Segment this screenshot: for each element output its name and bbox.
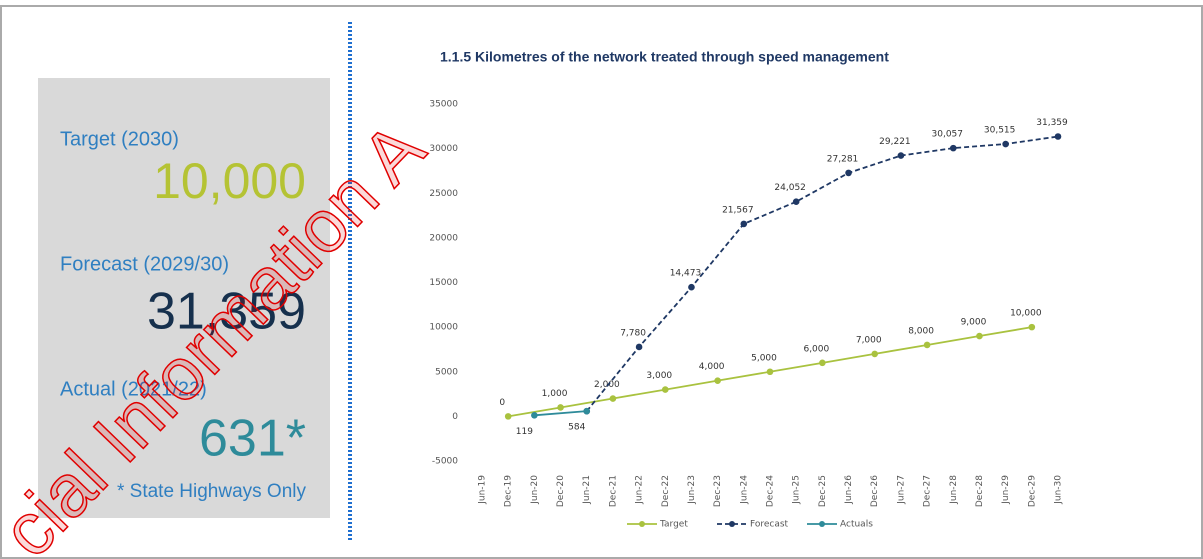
forecast-label: Forecast (2029/30): [60, 253, 229, 275]
note: * State Highways Only: [117, 481, 307, 502]
x-tick-label: Jun-23: [687, 475, 697, 505]
x-tick-label: Dec-24: [766, 475, 776, 507]
point: [1028, 323, 1036, 331]
x-tick-label: Jun-29: [1001, 475, 1011, 505]
kpi-panel: [38, 78, 330, 518]
x-tick-label: Jun-21: [582, 475, 592, 505]
data-label: 9,000: [961, 318, 987, 328]
legend-label: Actuals: [840, 520, 873, 530]
legend-label: Forecast: [750, 520, 789, 530]
point: [871, 350, 879, 358]
x-tick-label: Jun-19: [478, 475, 488, 505]
point: [740, 220, 748, 228]
point: [661, 386, 669, 393]
legend-label: Target: [659, 520, 688, 530]
x-tick-label: Jun-30: [1054, 475, 1064, 505]
x-tick-label: Dec-28: [975, 475, 985, 507]
data-label: 3,000: [646, 371, 672, 381]
point: [1002, 140, 1009, 148]
x-tick-label: Jun-20: [530, 475, 540, 505]
point: [1054, 133, 1062, 140]
x-tick-label: Jun-26: [844, 475, 854, 505]
point: [923, 341, 931, 349]
legend-marker: [639, 521, 645, 527]
y-tick-label: 30000: [429, 144, 458, 154]
actual-value: 631*: [199, 410, 306, 468]
data-label: 8,000: [908, 326, 934, 336]
x-tick-label: Jun-28: [949, 475, 959, 505]
data-label: 0: [499, 398, 505, 408]
point: [557, 404, 564, 411]
forecast-value: 31,359: [147, 283, 306, 341]
x-tick-label: Dec-20: [556, 475, 566, 507]
data-label: 30,515: [984, 126, 1016, 136]
data-label: 29,221: [879, 137, 911, 147]
x-tick-label: Jun-25: [792, 475, 802, 505]
y-tick-label: 35000: [429, 100, 458, 110]
actual-label: Actual (2021/22): [60, 378, 207, 400]
y-tick-label: 20000: [429, 233, 458, 243]
point: [949, 144, 957, 152]
data-label: 21,567: [722, 205, 754, 215]
point: [504, 413, 512, 420]
data-label: 31,359: [1036, 118, 1068, 128]
y-tick-label: 5000: [435, 367, 458, 377]
x-tick-label: Dec-21: [608, 475, 618, 507]
data-label: 30,057: [932, 130, 964, 140]
data-label: 1,000: [542, 389, 568, 399]
y-tick-label: 0: [452, 412, 458, 422]
target-label: Target (2030): [60, 128, 179, 150]
point: [819, 359, 826, 367]
x-tick-label: Dec-19: [504, 475, 514, 507]
x-tick-label: Dec-27: [923, 475, 933, 507]
target-value: 10,000: [153, 153, 306, 209]
data-label: 6,000: [803, 344, 829, 354]
y-tick-label: 10000: [429, 323, 458, 333]
series-line: [586, 135, 1059, 412]
legend-marker: [819, 521, 825, 527]
data-label: 584: [568, 423, 585, 433]
point: [714, 377, 721, 384]
data-label: 24,052: [774, 183, 806, 193]
point: [531, 412, 538, 419]
point: [583, 407, 591, 415]
series-line: [534, 410, 587, 417]
point: [897, 152, 905, 159]
x-tick-label: Dec-22: [661, 475, 671, 507]
x-tick-label: Dec-29: [1027, 475, 1037, 507]
x-tick-label: Dec-26: [870, 475, 880, 507]
data-label: 7,780: [620, 328, 646, 338]
chart-title: 1.1.5 Kilometres of the network treated …: [440, 49, 889, 65]
point: [635, 343, 643, 351]
y-tick-label: -5000: [432, 457, 458, 467]
data-label: 119: [516, 427, 533, 437]
point: [792, 198, 800, 206]
point: [688, 283, 695, 291]
x-tick-label: Dec-25: [818, 475, 828, 507]
x-tick-label: Jun-27: [896, 475, 906, 505]
data-label: 4,000: [699, 362, 725, 372]
point: [766, 368, 774, 376]
point: [609, 395, 617, 402]
data-label: 5,000: [751, 353, 777, 363]
data-label: 10,000: [1010, 309, 1042, 319]
y-tick-label: 15000: [429, 278, 458, 288]
data-label: 27,281: [827, 154, 859, 164]
point: [976, 332, 983, 340]
point: [845, 169, 852, 177]
x-tick-label: Jun-24: [739, 475, 749, 505]
data-label: 14,473: [670, 269, 702, 279]
legend-marker: [729, 521, 735, 527]
x-tick-label: Dec-23: [713, 475, 723, 507]
y-tick-label: 25000: [429, 189, 458, 199]
data-label: 7,000: [856, 335, 882, 345]
x-tick-label: Jun-22: [635, 475, 645, 505]
